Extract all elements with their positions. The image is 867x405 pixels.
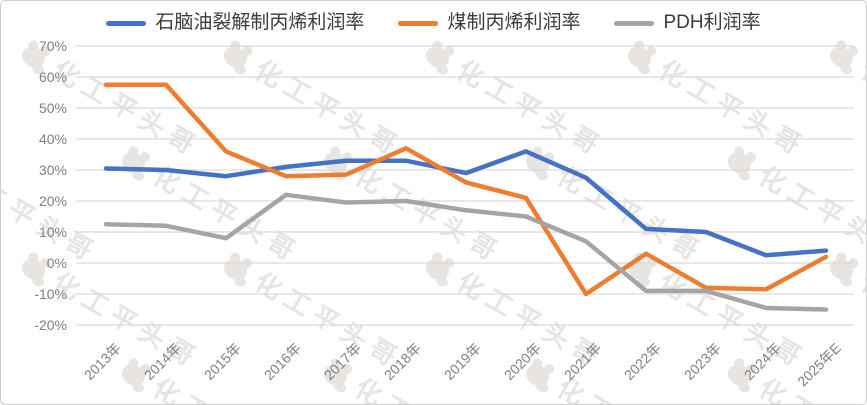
y-axis-label: -20%	[34, 317, 67, 333]
y-axis-label: 10%	[38, 224, 67, 240]
y-axis-label: 30%	[38, 162, 67, 178]
y-axis-label: -10%	[34, 286, 67, 302]
y-axis-label: 60%	[38, 69, 67, 85]
y-axis-label: 0%	[46, 255, 67, 271]
series-line-naphtha-cracking	[103, 149, 829, 258]
legend-line-swatch-pdh	[614, 20, 655, 26]
legend-item-naphtha-cracking: 石脑油裂解制丙烯利润率	[106, 12, 364, 34]
series-line-pdh	[103, 192, 829, 312]
legend-item-pdh: PDH利润率	[614, 12, 761, 34]
legend-item-coal-to-propylene: 煤制丙烯利润率	[398, 12, 580, 34]
y-axis-label: 20%	[38, 193, 67, 209]
legend-label-naphtha: 石脑油裂解制丙烯利润率	[155, 12, 365, 33]
legend-line-swatch-coal	[398, 20, 439, 26]
y-axis-label: 70%	[38, 38, 67, 54]
y-axis-label: 50%	[38, 100, 67, 116]
y-axis-label: 40%	[38, 131, 67, 147]
legend-label-pdh: PDH利润率	[663, 12, 761, 33]
legend-label-coal: 煤制丙烯利润率	[447, 12, 581, 33]
chart-legend: 石脑油裂解制丙烯利润率 煤制丙烯利润率 PDH利润率	[1, 12, 866, 34]
series-line-coal-to-propylene	[103, 82, 829, 297]
legend-line-swatch-naphtha	[106, 20, 147, 26]
